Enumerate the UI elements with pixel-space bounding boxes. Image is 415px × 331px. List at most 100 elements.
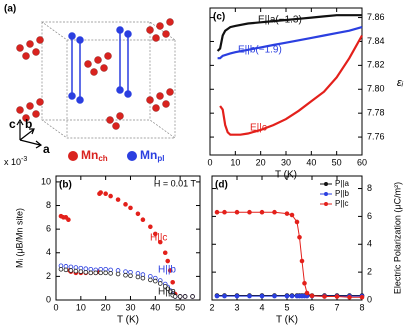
data-point — [309, 293, 315, 299]
data-point — [135, 211, 141, 217]
x-tick-label: 7 — [334, 302, 339, 312]
data-point — [88, 270, 94, 276]
legend-marker — [324, 202, 328, 206]
data-point — [157, 239, 163, 245]
data-point — [73, 268, 79, 274]
data-point — [140, 217, 146, 222]
x-tick-label: 10 — [76, 302, 86, 312]
data-point — [247, 209, 252, 215]
data-point — [190, 294, 195, 299]
data-point — [98, 190, 103, 195]
plot-frame — [209, 7, 363, 156]
data-point — [165, 286, 171, 292]
legend-label: Mnpl — [140, 148, 164, 163]
x-axis-label: T (K) — [276, 315, 298, 326]
data-point — [170, 279, 175, 285]
data-point — [162, 250, 168, 256]
data-point — [167, 268, 173, 273]
x-tick-label: 0 — [53, 302, 58, 312]
x-tick-label: 30 — [125, 302, 135, 312]
data-point — [304, 290, 310, 296]
axis-letter: a — [43, 142, 50, 156]
x-tick-label: 10 — [230, 157, 240, 167]
data-point — [302, 280, 307, 286]
y-tick-label: 7.80 — [367, 84, 385, 94]
data-point — [93, 270, 99, 276]
x-tick-label: 60 — [357, 157, 367, 167]
data-point — [234, 209, 240, 215]
data-point — [108, 271, 113, 276]
plot-frame — [55, 175, 201, 301]
data-point — [177, 294, 183, 299]
data-point — [103, 191, 108, 197]
y-tick-label: 0 — [46, 294, 51, 304]
x-axis-label: T (K) — [117, 315, 139, 326]
x-tick-label: 40 — [306, 157, 316, 167]
series-line — [217, 26, 363, 60]
data-point — [153, 278, 158, 284]
x-tick-label: 20 — [101, 302, 111, 312]
data-point — [289, 293, 295, 299]
data-point — [259, 293, 265, 299]
crystal-structure — [16, 18, 177, 161]
x-tick-label: 5 — [284, 302, 289, 312]
y-tick-label: 7.84 — [367, 36, 385, 46]
data-point — [123, 272, 128, 278]
data-point — [172, 294, 178, 299]
y-axis-label: Mᵢ (μB/Mn site) — [14, 208, 24, 268]
y-tick-label: 7.82 — [367, 60, 385, 70]
y-tick-label: 7.78 — [367, 108, 385, 118]
data-point — [272, 293, 277, 299]
x-tick-label: 40 — [150, 302, 160, 312]
data-point — [153, 231, 158, 237]
y-tick-label: 2 — [367, 267, 372, 277]
data-point — [128, 205, 133, 211]
series-label: H||c — [150, 233, 167, 244]
y-axis-label: εᵢ — [397, 77, 404, 89]
data-point — [115, 197, 121, 202]
data-point — [347, 294, 352, 300]
legend-marker — [324, 182, 328, 186]
data-point — [294, 219, 300, 225]
legend-marker — [324, 192, 328, 196]
y-tick-label: 4 — [46, 247, 51, 257]
x-tick-label: 50 — [332, 157, 342, 167]
data-point — [214, 293, 220, 299]
data-point — [259, 209, 265, 215]
data-point — [284, 211, 290, 216]
y-tick-label: 0 — [367, 294, 372, 304]
y-scale-label: x 10-3 — [4, 156, 27, 168]
data-point — [167, 289, 173, 295]
x-tick-label: 0 — [207, 157, 212, 167]
legend-label: Mnch — [81, 148, 108, 163]
panel-label: (c) — [213, 12, 225, 23]
data-point — [58, 266, 64, 272]
y-tick-label: 7.86 — [367, 12, 385, 22]
y-tick-label: 2 — [46, 271, 51, 281]
series-label: H||b — [158, 265, 176, 276]
x-tick-label: 3 — [234, 302, 239, 312]
data-point — [148, 224, 153, 230]
data-point — [284, 293, 290, 299]
series-line — [219, 34, 363, 136]
data-point — [123, 202, 128, 207]
data-point — [128, 273, 133, 279]
series-line — [217, 211, 362, 298]
y-tick-label: 6 — [367, 211, 372, 221]
data-point — [83, 269, 89, 275]
data-point — [98, 270, 103, 276]
y-tick-label: 4 — [367, 239, 372, 249]
data-point — [214, 209, 220, 215]
data-point — [148, 277, 153, 283]
data-point — [234, 293, 240, 299]
panel-label: (d) — [215, 180, 228, 191]
data-point — [68, 268, 74, 273]
x-tick-label: 50 — [175, 302, 185, 312]
data-point — [222, 293, 227, 299]
series-line — [216, 14, 362, 52]
data-point — [299, 258, 305, 264]
legend-swatch — [68, 151, 78, 161]
series-label: E||a(−1.3) — [258, 15, 302, 26]
legend-label: P||b — [335, 189, 349, 198]
panel-label: (b) — [59, 180, 72, 191]
